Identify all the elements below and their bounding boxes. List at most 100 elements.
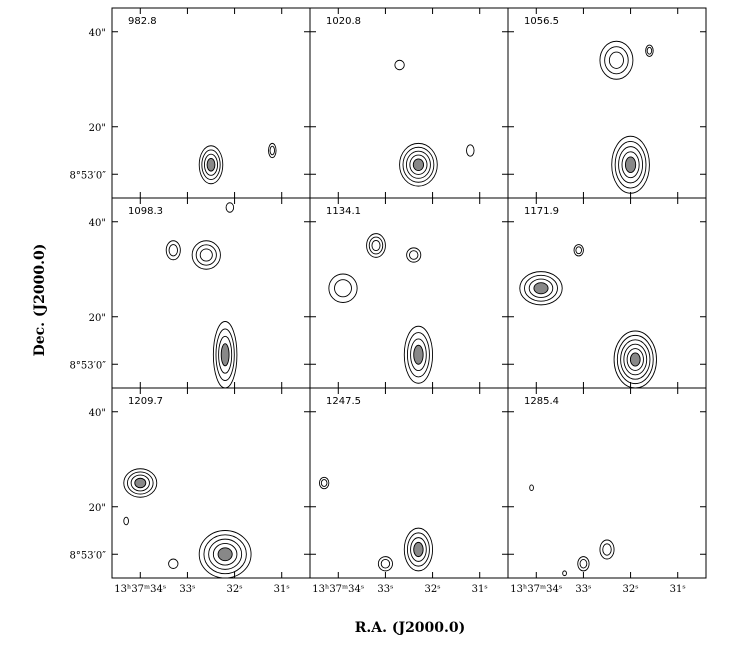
contour-blob (579, 559, 588, 569)
panel-label: 1209.7 (128, 396, 163, 407)
y-tick-label: 40" (89, 218, 106, 229)
contour-blob (412, 158, 425, 172)
x-tick-label: 31ˢ (472, 584, 488, 595)
contour-blob (406, 332, 430, 378)
y-tick-label: 8°53′0″ (70, 360, 107, 371)
y-tick-label: 20" (89, 313, 106, 324)
y-tick-label: 40" (89, 28, 106, 39)
panel-frame (309, 7, 509, 199)
y-tick-label: 40" (89, 408, 106, 419)
panel: 1209.7 40" 20" 8°53′0″ 13ʰ37ᵐ34ˢ 33ˢ 32ˢ 31ˢ (70, 387, 311, 595)
contour-blob (629, 352, 641, 367)
contour-blob (215, 328, 235, 382)
panel-frame (309, 197, 509, 389)
contour-blob (269, 145, 275, 156)
panel-label: 1134.1 (326, 206, 361, 217)
contour-blob (380, 559, 391, 569)
contour-blob (394, 59, 405, 71)
panel-label: 1056.5 (524, 16, 559, 27)
contour-blob (620, 339, 651, 380)
contour-blob (410, 338, 427, 372)
contour-blob (206, 157, 216, 172)
panel-label: 1020.8 (326, 16, 361, 27)
contour-blob (646, 46, 653, 55)
x-tick-label: 31ˢ (274, 584, 290, 595)
y-tick-label: 20" (89, 123, 106, 134)
contour-blob (195, 244, 217, 266)
contour-blob (413, 344, 424, 365)
contour-blob (123, 468, 158, 498)
contour-blob (199, 248, 213, 262)
panel: 1098.3 40" 20" 8°53′0″ (70, 197, 311, 389)
contour-blob (405, 150, 431, 179)
panel: 1247.5 13ʰ37ᵐ34ˢ 33ˢ 32ˢ 31ˢ (309, 387, 509, 595)
contour-blob (217, 547, 233, 562)
contour-blob (519, 271, 563, 306)
x-tick-label: 13ʰ37ᵐ34ˢ (114, 584, 166, 595)
contour-blob (533, 282, 549, 295)
panel: 1056.5 (507, 7, 707, 199)
y-axis-title: Dec. (J2000.0) (32, 244, 48, 357)
contour-blob (130, 474, 150, 492)
contour-blob (403, 325, 434, 384)
contour-blob (409, 250, 419, 260)
contour-blob (402, 146, 435, 183)
contour-blob (268, 142, 277, 159)
panel: 1285.4 13ʰ37ᵐ34ˢ 33ˢ 32ˢ 31ˢ (507, 387, 707, 595)
contour-blob (218, 335, 233, 374)
contour-blob (573, 244, 584, 257)
contour-blob (608, 51, 624, 69)
contour-blob (371, 239, 381, 252)
panel-label: 1247.5 (326, 396, 361, 407)
x-tick-label: 13ʰ37ᵐ34ˢ (510, 584, 562, 595)
contour-blob (220, 343, 230, 367)
contour-blob (399, 142, 438, 187)
contour-blob (577, 556, 590, 572)
y-tick-label: 20" (89, 503, 106, 514)
contour-blob (611, 135, 650, 194)
y-tick-label: 8°53′0″ (70, 550, 107, 561)
contour-blob (626, 348, 644, 371)
contour-blob (410, 537, 427, 562)
x-tick-label: 13ʰ37ᵐ34ˢ (312, 584, 364, 595)
contour-blob (614, 140, 647, 189)
contour-blob (225, 202, 235, 213)
panel-frame (309, 387, 509, 579)
contour-blob (377, 556, 393, 572)
contour-blob (328, 273, 358, 303)
contour-blob (127, 471, 154, 495)
contour-blob (406, 247, 422, 263)
contour-blob (168, 558, 179, 569)
panel-label: 1098.3 (128, 206, 163, 217)
contour-blob (134, 477, 147, 489)
contour-blob (623, 343, 648, 376)
contour-blob (208, 538, 243, 570)
contour-blob (403, 527, 434, 572)
contour-blob (406, 532, 430, 567)
x-axis-title: R.A. (J2000.0) (355, 620, 466, 636)
contour-blob (599, 539, 615, 560)
x-tick-label: 31ˢ (670, 584, 686, 595)
x-tick-label: 32ˢ (425, 584, 441, 595)
contour-blob (320, 479, 328, 487)
contour-blob (413, 541, 424, 558)
panel-label: 1171.9 (524, 206, 559, 217)
contour-blob (528, 278, 554, 298)
contour-blob (616, 334, 654, 385)
contour-blob (168, 244, 178, 257)
x-tick-label: 33ˢ (377, 584, 393, 595)
contour-blob (599, 40, 634, 80)
contour-blob (621, 151, 640, 179)
contour-blob (645, 44, 654, 57)
contour-blob (366, 233, 386, 258)
contour-blob (624, 156, 637, 173)
contour-blob (198, 145, 224, 185)
contour-blob (409, 154, 428, 175)
x-tick-label: 32ˢ (227, 584, 243, 595)
panel-frame (507, 387, 707, 579)
contour-blob (198, 530, 252, 579)
panel-label: 982.8 (128, 16, 157, 27)
panel-label: 1285.4 (524, 396, 559, 407)
contour-blob (201, 149, 221, 180)
